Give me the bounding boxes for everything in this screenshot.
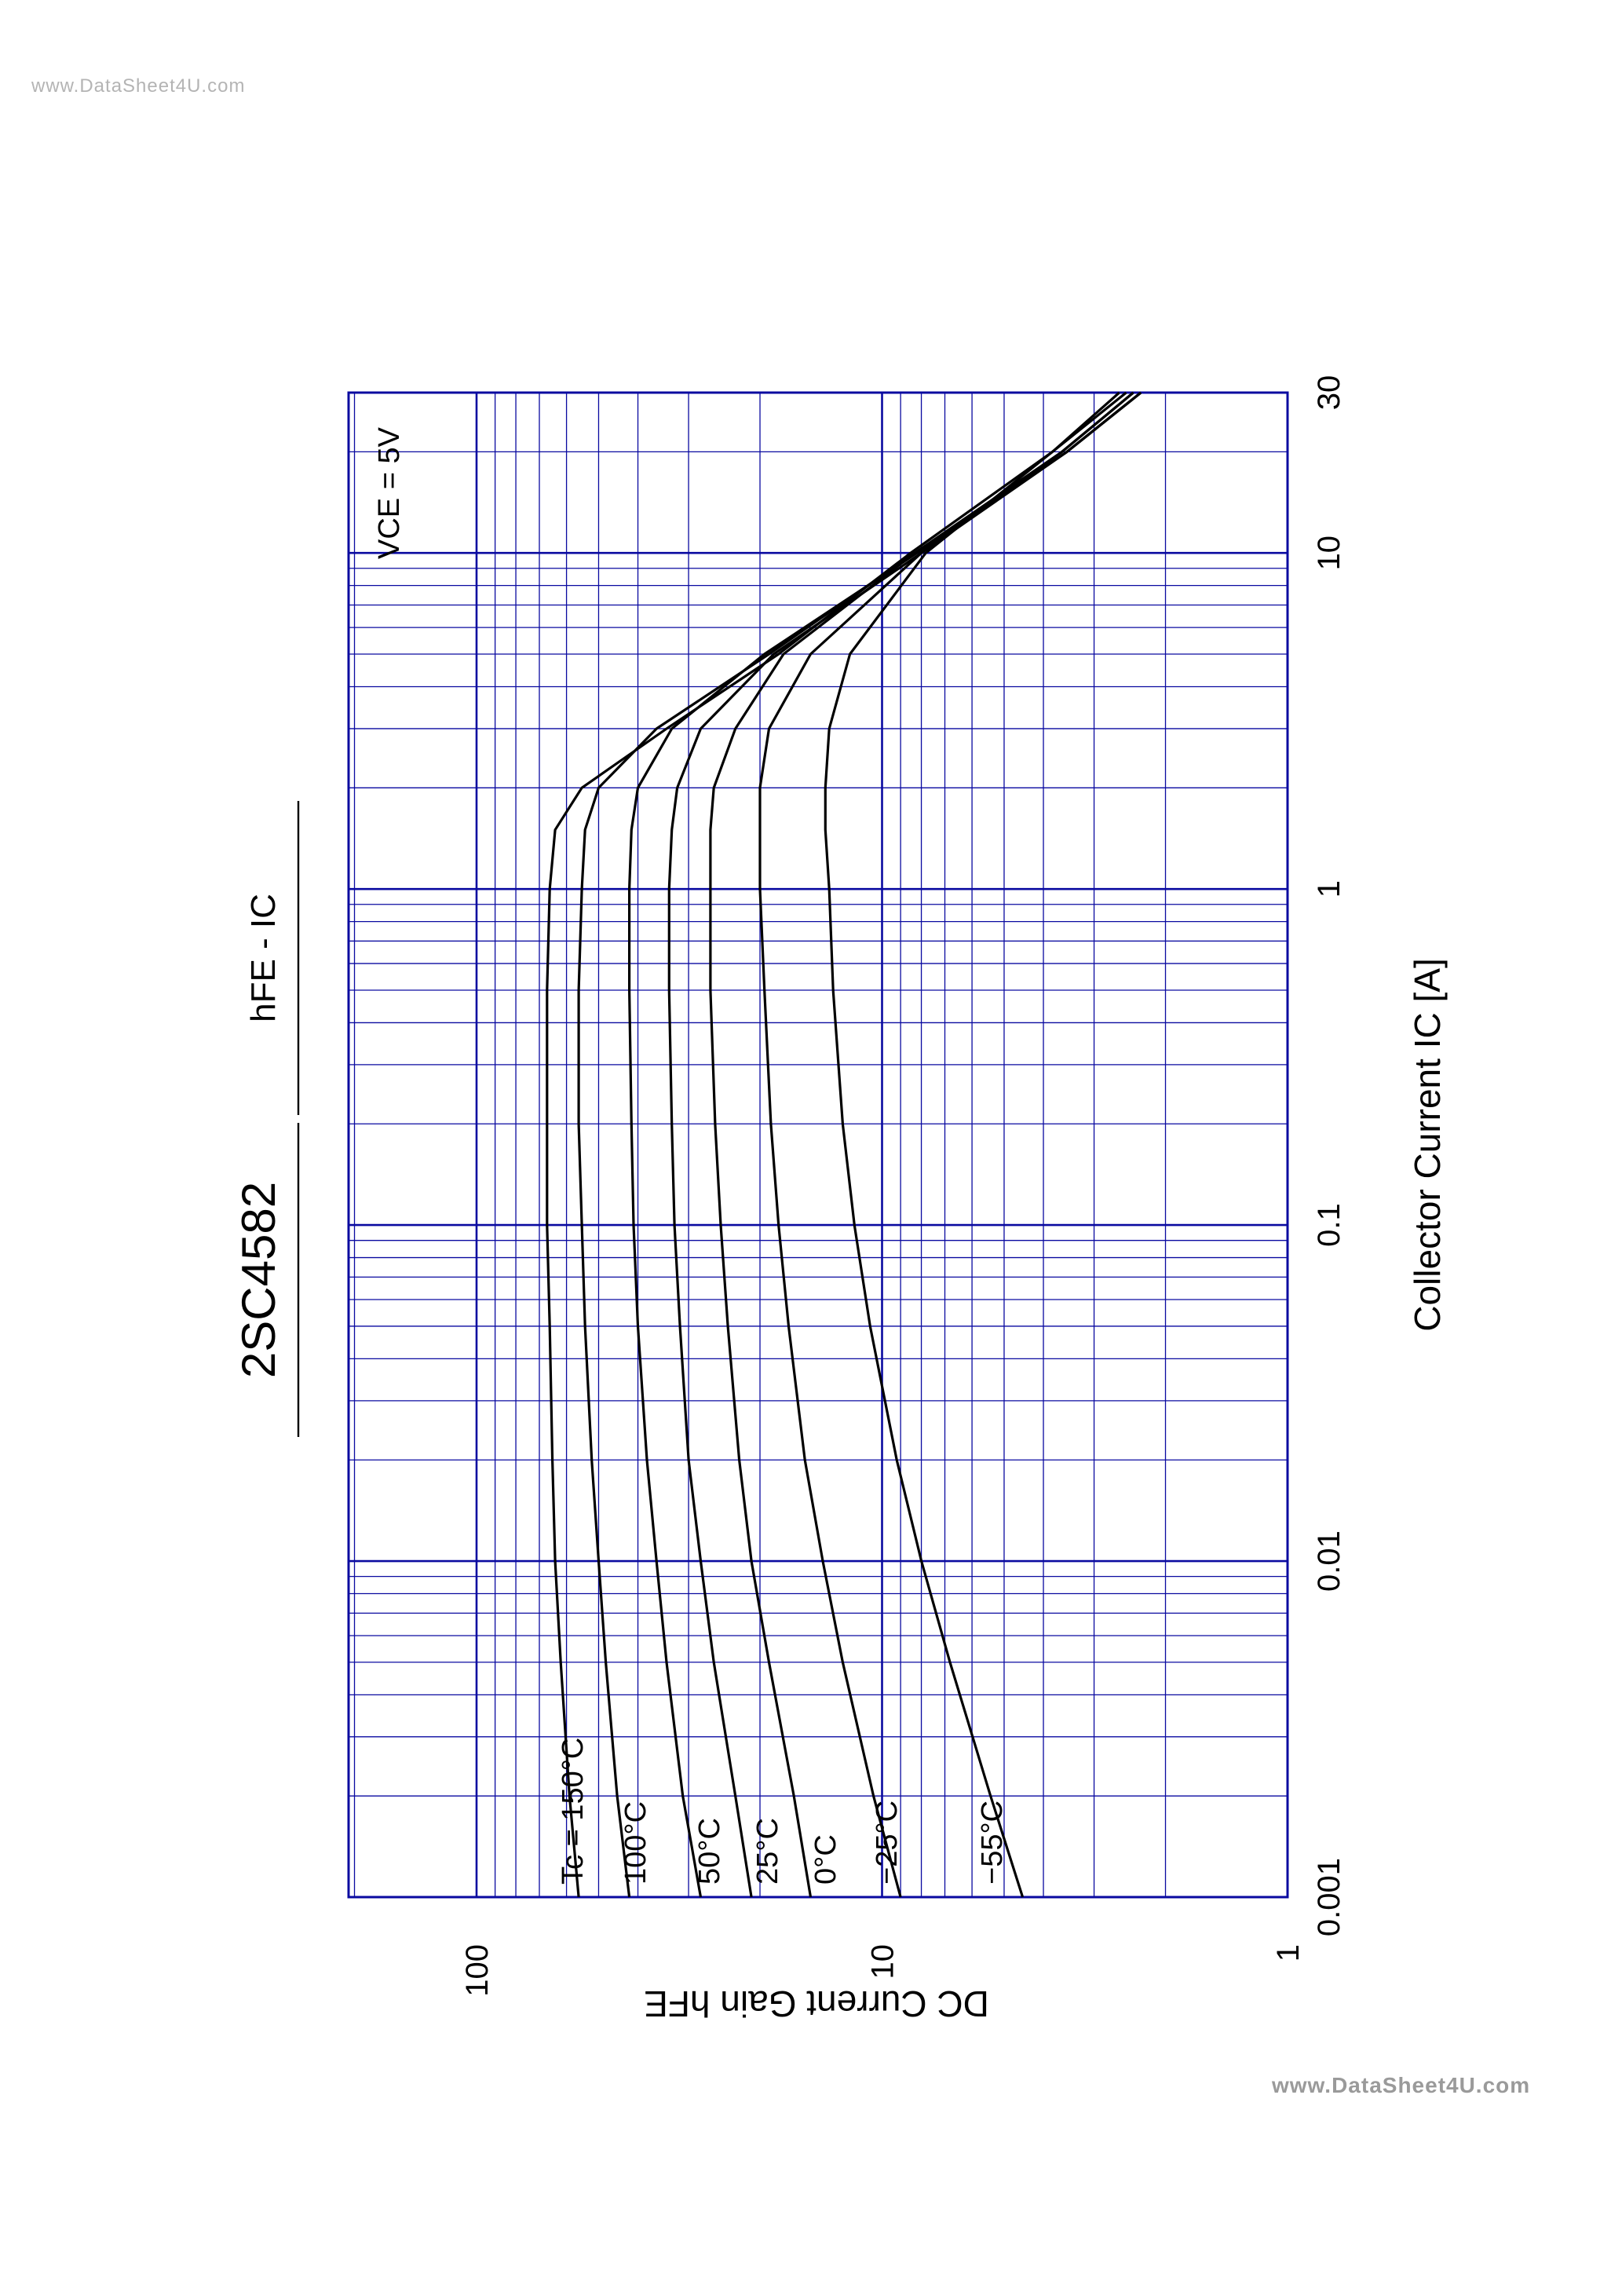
x-axis-title: Collector Current IC [A] [1407,958,1448,1331]
tick-label-ic: 0.001 [1312,1858,1346,1936]
series-label: −55°C [976,1801,1009,1885]
curve-series-3 [667,391,1142,1898]
label-layer: 0.001 0.01 0.1 1 10 30 1 10 100 Tc = 150°C 100°C 50… [232,375,1448,2024]
curve-series-5 [758,391,1134,1898]
curve-series-6 [824,391,1120,1898]
tick-label-ic: 0.01 [1312,1530,1346,1592]
curve-series-2 [628,391,1142,1898]
series-label: 0°C [809,1834,842,1885]
curve-layer [546,391,1142,1898]
curve-series-0 [546,391,1127,1898]
tick-label-hfe: 1 [1271,1944,1306,1961]
condition-label: VCE = 5V [373,426,406,559]
series-label: 50°C [693,1818,726,1885]
series-label: Tc = 150°C [557,1738,590,1885]
tick-label-ic: 30 [1312,375,1346,411]
tick-label-ic: 1 [1312,880,1346,898]
series-label: −25°C [871,1801,904,1885]
watermark-bottom: www.DataSheet4U.com [1272,2073,1531,2097]
series-label: 100°C [619,1801,652,1885]
series-label: 25°C [751,1818,784,1885]
y-axis-title: DC Current Gain hFE [644,1983,989,2024]
tick-label-hfe: 10 [866,1944,901,1980]
part-number: 2SC4582 [232,1182,285,1378]
tick-label-hfe: 100 [460,1944,495,1997]
curve-series-4 [709,391,1142,1898]
curve-series-1 [577,391,1134,1898]
watermark-top: www.DataSheet4U.com [31,75,246,97]
chart-title: hFE - IC [244,894,283,1022]
plot-frame [347,391,1289,1899]
tick-label-ic: 10 [1312,536,1346,571]
tick-label-ic: 0.1 [1312,1203,1346,1247]
grid-layer [347,391,1289,1899]
